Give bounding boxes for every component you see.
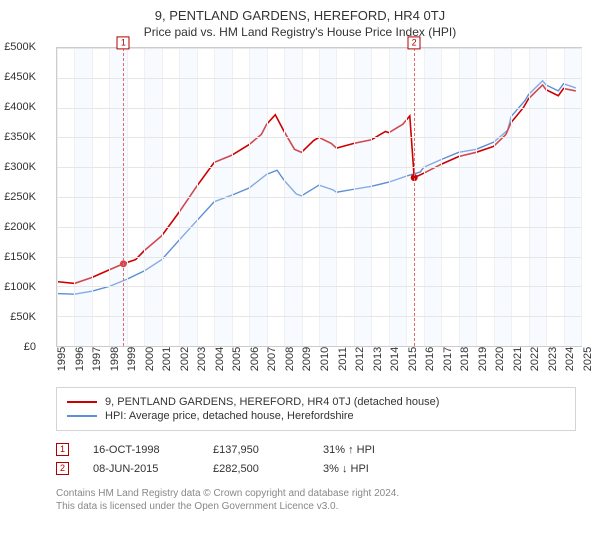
legend-swatch xyxy=(67,401,97,403)
x-tick-label: 1996 xyxy=(74,347,86,371)
sale-price: £282,500 xyxy=(213,463,323,475)
sale-date: 08-JUN-2015 xyxy=(93,463,213,475)
legend-item: 9, PENTLAND GARDENS, HEREFORD, HR4 0TJ (… xyxy=(67,396,565,408)
x-tick-label: 2003 xyxy=(196,347,208,371)
legend-swatch xyxy=(67,415,97,417)
y-tick-label: £250K xyxy=(0,191,36,203)
x-tick-label: 2020 xyxy=(494,347,506,371)
x-tick-label: 1998 xyxy=(109,347,121,371)
x-tick-label: 2016 xyxy=(424,347,436,371)
sale-diff: 3% ↓ HPI xyxy=(323,463,443,475)
x-tick-label: 2010 xyxy=(319,347,331,371)
x-tick-label: 2009 xyxy=(301,347,313,371)
x-tick-label: 2008 xyxy=(284,347,296,371)
y-tick-label: £50K xyxy=(0,311,36,323)
sale-date: 16-OCT-1998 xyxy=(93,444,213,456)
x-tick-label: 2014 xyxy=(389,347,401,371)
x-tick-label: 2012 xyxy=(354,347,366,371)
x-tick-label: 2025 xyxy=(582,347,594,371)
sale-marker-badge: 2 xyxy=(408,36,421,49)
x-tick-label: 2006 xyxy=(249,347,261,371)
y-tick-label: £0 xyxy=(0,341,36,353)
sale-diff: 31% ↑ HPI xyxy=(323,444,443,456)
x-tick-label: 2015 xyxy=(407,347,419,371)
page-subtitle: Price paid vs. HM Land Registry's House … xyxy=(8,25,592,39)
x-tick-label: 2005 xyxy=(231,347,243,371)
legend-item: HPI: Average price, detached house, Here… xyxy=(67,410,565,422)
sale-marker-line xyxy=(123,48,124,346)
x-tick-label: 2021 xyxy=(512,347,524,371)
y-tick-label: £450K xyxy=(0,71,36,83)
sale-price: £137,950 xyxy=(213,444,323,456)
x-tick-label: 2011 xyxy=(337,347,349,371)
sale-marker-badge: 1 xyxy=(117,36,130,49)
footer-line-2: This data is licensed under the Open Gov… xyxy=(56,500,592,513)
x-tick-label: 2019 xyxy=(477,347,489,371)
x-tick-label: 1999 xyxy=(126,347,138,371)
sale-marker-line xyxy=(414,48,415,346)
sale-row: 2 08-JUN-2015£282,5003% ↓ HPI xyxy=(56,462,576,475)
y-tick-label: £400K xyxy=(0,101,36,113)
legend: 9, PENTLAND GARDENS, HEREFORD, HR4 0TJ (… xyxy=(56,387,576,431)
sales-table: 1 16-OCT-1998£137,95031% ↑ HPI 2 08-JUN-201… xyxy=(56,443,576,475)
x-tick-label: 1997 xyxy=(91,347,103,371)
legend-label: HPI: Average price, detached house, Here… xyxy=(105,410,354,422)
y-tick-label: £500K xyxy=(0,41,36,53)
price-chart: 12 1995199619971998199920002001200220032… xyxy=(8,47,592,377)
x-tick-label: 2000 xyxy=(144,347,156,371)
x-tick-label: 2023 xyxy=(547,347,559,371)
y-tick-label: £300K xyxy=(0,161,36,173)
x-tick-label: 2017 xyxy=(442,347,454,371)
x-tick-label: 2001 xyxy=(161,347,173,371)
sale-row-badge: 1 xyxy=(56,443,69,456)
sale-row-badge: 2 xyxy=(56,462,69,475)
y-tick-label: £200K xyxy=(0,221,36,233)
x-tick-label: 2004 xyxy=(214,347,226,371)
x-tick-label: 2007 xyxy=(266,347,278,371)
x-tick-label: 1995 xyxy=(56,347,68,371)
page-title: 9, PENTLAND GARDENS, HEREFORD, HR4 0TJ xyxy=(8,8,592,23)
legend-label: 9, PENTLAND GARDENS, HEREFORD, HR4 0TJ (… xyxy=(105,396,439,408)
sale-row: 1 16-OCT-1998£137,95031% ↑ HPI xyxy=(56,443,576,456)
x-tick-label: 2018 xyxy=(459,347,471,371)
x-tick-label: 2024 xyxy=(564,347,576,371)
y-tick-label: £350K xyxy=(0,131,36,143)
footer-attribution: Contains HM Land Registry data © Crown c… xyxy=(56,487,592,513)
x-tick-label: 2013 xyxy=(372,347,384,371)
x-tick-label: 2022 xyxy=(529,347,541,371)
footer-line-1: Contains HM Land Registry data © Crown c… xyxy=(56,487,592,500)
y-tick-label: £150K xyxy=(0,251,36,263)
x-tick-label: 2002 xyxy=(179,347,191,371)
y-tick-label: £100K xyxy=(0,281,36,293)
